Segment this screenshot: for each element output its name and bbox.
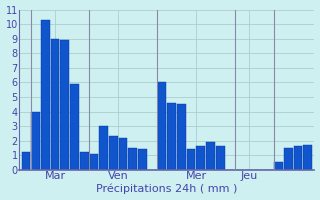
Bar bbox=[119, 138, 127, 170]
Bar bbox=[22, 152, 30, 170]
Bar bbox=[196, 146, 205, 170]
Bar bbox=[187, 149, 196, 170]
Bar bbox=[31, 112, 40, 170]
Bar bbox=[303, 145, 312, 170]
Bar bbox=[80, 152, 89, 170]
Bar bbox=[177, 104, 186, 170]
Bar bbox=[138, 149, 147, 170]
Bar bbox=[128, 148, 137, 170]
Bar bbox=[51, 39, 60, 170]
Bar bbox=[284, 148, 292, 170]
Bar bbox=[41, 20, 50, 170]
Bar bbox=[157, 82, 166, 170]
Bar bbox=[99, 126, 108, 170]
Bar bbox=[109, 136, 118, 170]
Bar bbox=[216, 146, 225, 170]
Bar bbox=[90, 154, 98, 170]
Bar bbox=[274, 162, 283, 170]
X-axis label: Précipitations 24h ( mm ): Précipitations 24h ( mm ) bbox=[96, 184, 237, 194]
Bar bbox=[70, 84, 79, 170]
Bar bbox=[60, 40, 69, 170]
Bar bbox=[293, 146, 302, 170]
Bar bbox=[206, 142, 215, 170]
Bar bbox=[167, 103, 176, 170]
